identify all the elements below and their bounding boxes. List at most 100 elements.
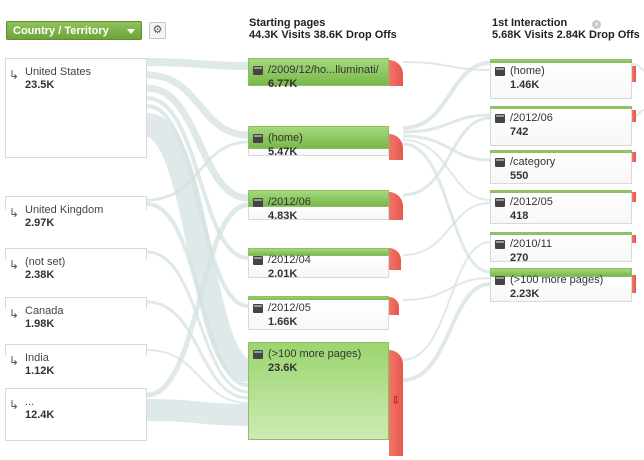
entry-arrow-icon: ↳ xyxy=(9,68,20,82)
drop-off-bar[interactable] xyxy=(632,66,636,82)
starting-page-node[interactable]: /2012/06 4.83K xyxy=(248,190,389,222)
interaction-page-node[interactable]: /2010/11 270 xyxy=(490,232,632,264)
interaction-header: 1st Interaction 5.68K Visits 2.84K Drop … xyxy=(492,17,640,41)
flow-line xyxy=(402,61,491,130)
node-bar xyxy=(248,248,389,256)
node-bar xyxy=(490,190,632,193)
interaction-page-node[interactable]: (home) 1.46K xyxy=(490,59,632,99)
flow-line xyxy=(146,399,249,426)
country-node[interactable]: ↳ United States 23.5K xyxy=(5,58,147,158)
column-title: Starting pages xyxy=(249,17,326,29)
drop-off-bar[interactable] xyxy=(389,297,399,315)
close-icon[interactable]: × xyxy=(592,20,601,29)
page-name: /2009/12/ho...lluminati/ xyxy=(268,64,379,76)
country-name: (not set) xyxy=(25,256,66,268)
country-name: Canada xyxy=(25,305,64,317)
entry-arrow-icon: ↳ xyxy=(9,258,20,272)
drop-off-bar[interactable] xyxy=(389,60,403,86)
node-body xyxy=(490,235,632,262)
country-visits: 1.98K xyxy=(25,318,55,330)
drop-off-bar[interactable] xyxy=(632,235,636,243)
page-visits: 2.01K xyxy=(268,268,298,280)
dimension-selector-label: Country / Territory xyxy=(13,25,109,37)
starting-page-node[interactable]: (>100 more pages) 23.6K xyxy=(248,342,389,440)
page-name: /2010/11 xyxy=(510,238,553,250)
node-body xyxy=(490,63,632,99)
settings-button[interactable]: ⚙ xyxy=(149,22,166,39)
drop-off-bar[interactable] xyxy=(389,192,403,220)
page-name: /2012/05 xyxy=(268,302,311,314)
country-name: ... xyxy=(25,396,35,408)
drop-off-bar[interactable] xyxy=(389,134,403,160)
drop-off-bar[interactable] xyxy=(632,110,636,122)
interaction-page-node[interactable]: /category 550 xyxy=(490,150,632,184)
page-icon xyxy=(253,350,263,359)
country-name: United Kingdom xyxy=(25,204,104,216)
node-body xyxy=(248,300,389,330)
entry-arrow-icon: ↳ xyxy=(9,307,20,321)
node-bar xyxy=(490,232,632,235)
page-visits: 5.47K xyxy=(268,146,298,158)
flow-line xyxy=(146,58,249,70)
page-icon xyxy=(253,66,263,75)
node-body xyxy=(248,256,389,278)
flow-line xyxy=(146,140,249,202)
node-body xyxy=(490,109,632,146)
flow-line xyxy=(402,202,491,256)
page-name: (>100 more pages) xyxy=(268,348,362,360)
page-visits: 6.77K xyxy=(268,78,298,90)
country-node[interactable]: ↳ United Kingdom 2.97K xyxy=(5,196,147,229)
drop-off-bar[interactable] xyxy=(632,152,636,162)
node-body xyxy=(490,153,632,184)
flow-line xyxy=(146,202,249,398)
flow-line xyxy=(402,116,491,197)
starting-page-node[interactable]: /2012/05 1.66K xyxy=(248,296,389,330)
flow-line xyxy=(402,139,491,201)
page-name: /2012/06 xyxy=(268,196,311,208)
country-node[interactable]: ↳ ... 12.4K xyxy=(5,388,147,441)
starting-page-node[interactable]: /2012/04 2.01K xyxy=(248,248,389,280)
node-body xyxy=(248,207,389,220)
drop-off-bar[interactable] xyxy=(632,275,636,293)
flow-line xyxy=(402,61,491,71)
country-name: United States xyxy=(25,66,92,78)
starting-page-node[interactable]: (home) 5.47K xyxy=(248,126,389,158)
page-name: (home) xyxy=(268,132,303,144)
flow-line xyxy=(146,300,249,400)
page-name: /2012/04 xyxy=(268,254,311,266)
node-bar xyxy=(490,106,632,109)
page-name: /category xyxy=(510,156,556,168)
node-body xyxy=(490,277,632,302)
page-visits: 2.23K xyxy=(510,288,540,300)
page-visits: 742 xyxy=(510,126,529,138)
page-icon xyxy=(495,198,505,207)
flow-line xyxy=(146,96,249,260)
page-name: /2012/06 xyxy=(510,112,553,124)
drop-off-bar[interactable] xyxy=(632,192,636,202)
country-node[interactable]: ↳ India 1.12K xyxy=(5,344,147,377)
country-visits: 12.4K xyxy=(25,409,55,421)
gear-icon: ⚙ xyxy=(152,24,163,36)
column-title: 1st Interaction xyxy=(492,17,568,29)
flow-line xyxy=(402,282,491,382)
country-visits: 1.12K xyxy=(25,365,55,377)
starting-page-node[interactable]: /2009/12/ho...lluminati/ 6.77K xyxy=(248,58,389,90)
interaction-page-node[interactable]: /2012/06 742 xyxy=(490,106,632,146)
drop-off-bar[interactable] xyxy=(389,248,401,270)
flow-line xyxy=(402,113,491,134)
country-node[interactable]: ↳ Canada 1.98K xyxy=(5,297,147,330)
node-bar xyxy=(248,296,389,300)
flow-line xyxy=(146,84,249,202)
node-body xyxy=(248,342,389,440)
flow-line xyxy=(146,349,249,404)
interaction-page-node[interactable]: /2012/05 418 xyxy=(490,190,632,224)
interaction-page-node[interactable]: (>100 more pages) 2.23K xyxy=(490,268,632,302)
page-visits: 270 xyxy=(510,252,529,264)
flow-line xyxy=(402,134,491,162)
chevron-down-icon xyxy=(127,29,135,34)
drop-off-bar[interactable] xyxy=(389,350,403,456)
country-node[interactable]: ↳ (not set) 2.38K xyxy=(5,248,147,281)
entry-arrow-icon: ↳ xyxy=(9,398,20,412)
dimension-selector[interactable]: Country / Territory xyxy=(6,21,142,40)
